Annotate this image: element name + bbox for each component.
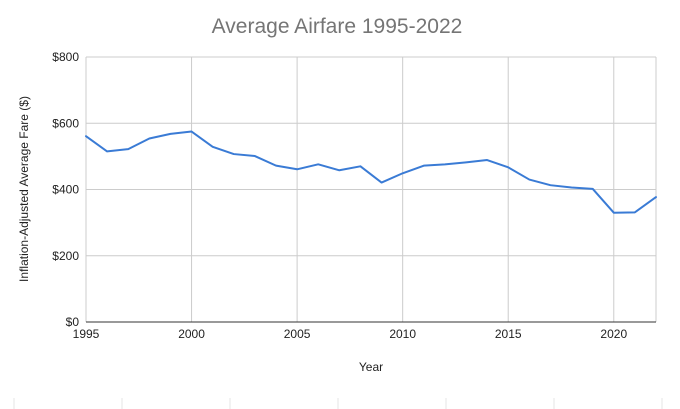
data-point bbox=[463, 159, 469, 165]
y-tick-label: $200 bbox=[52, 249, 79, 263]
data-point bbox=[104, 148, 110, 154]
data-point bbox=[632, 209, 638, 215]
y-tick-label: $800 bbox=[52, 50, 79, 64]
tick-labels: $0 $200 $400 $600 $800 1995 2000 2005 2010 2015 20… bbox=[52, 50, 627, 341]
data-point bbox=[484, 157, 490, 163]
series-line bbox=[85, 130, 657, 214]
data-point bbox=[336, 167, 342, 173]
data-point bbox=[294, 166, 300, 172]
data-point bbox=[569, 185, 575, 191]
data-point bbox=[125, 146, 131, 152]
y-tick-label: $0 bbox=[66, 315, 80, 329]
data-point bbox=[400, 170, 406, 176]
data-point bbox=[273, 163, 279, 169]
y-tick-label: $600 bbox=[52, 116, 79, 130]
data-point bbox=[526, 177, 532, 183]
data-point bbox=[315, 161, 321, 167]
y-axis-title: Inflation-Adjusted Average Fare ($) bbox=[17, 96, 31, 282]
grid bbox=[85, 56, 657, 322]
series-area bbox=[83, 129, 659, 216]
data-point bbox=[167, 131, 173, 137]
data-point bbox=[442, 161, 448, 167]
y-tick-label: $400 bbox=[52, 183, 79, 197]
data-point bbox=[590, 186, 596, 192]
bottom-decoration bbox=[13, 398, 663, 409]
data-point bbox=[505, 164, 511, 170]
x-tick-label: 2010 bbox=[389, 327, 416, 341]
data-point bbox=[611, 210, 617, 216]
data-point bbox=[379, 180, 385, 186]
data-point bbox=[421, 163, 427, 169]
data-point bbox=[189, 129, 195, 135]
data-point bbox=[231, 151, 237, 157]
x-tick-label: 2015 bbox=[495, 327, 522, 341]
x-tick-label: 1995 bbox=[73, 327, 100, 341]
chart-title: Average Airfare 1995-2022 bbox=[212, 15, 463, 38]
data-point bbox=[357, 163, 363, 169]
data-point bbox=[252, 153, 258, 159]
data-point bbox=[653, 194, 659, 200]
data-point bbox=[210, 144, 216, 150]
x-tick-label: 2005 bbox=[284, 327, 311, 341]
x-tick-label: 2000 bbox=[178, 327, 205, 341]
data-point bbox=[547, 182, 553, 188]
x-axis-title: Year bbox=[359, 360, 383, 374]
data-point bbox=[146, 135, 152, 141]
x-tick-label: 2020 bbox=[600, 327, 627, 341]
data-point bbox=[83, 133, 89, 139]
